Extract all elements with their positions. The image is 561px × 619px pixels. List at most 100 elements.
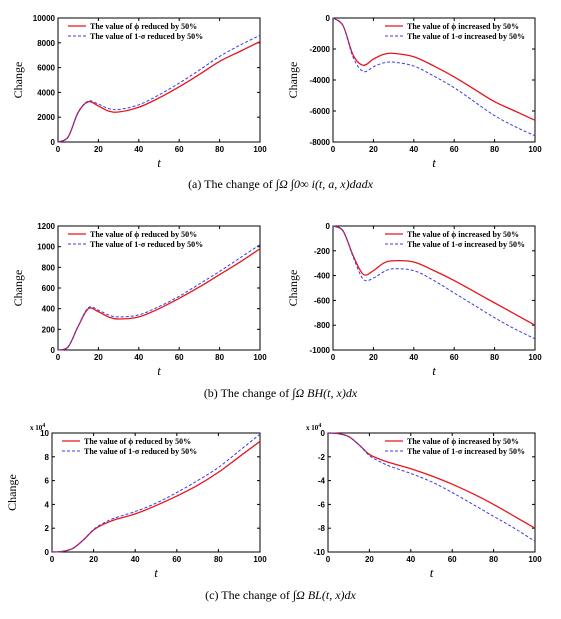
exponent-label: x 104 <box>306 423 321 432</box>
series-line-sigma <box>332 17 536 137</box>
y-axis-label: Change <box>11 270 25 307</box>
y-tick-label: 0 <box>51 346 56 355</box>
x-tick-label: 0 <box>50 555 55 564</box>
chart-c-left: 0 20 40 60 80 100 0 2 4 6 8 10x 104 Change t The value… <box>5 423 267 580</box>
series-line-sigma <box>57 244 261 351</box>
x-axis-label: t <box>157 363 161 378</box>
y-tick-label: 10000 <box>33 14 56 23</box>
y-axis-label: Change <box>11 62 25 99</box>
legend-label: The value of 1-σ reduced by 50% <box>90 240 203 249</box>
plot-frame <box>327 432 536 553</box>
series-line-sigma <box>332 225 536 340</box>
x-tick-label: 80 <box>490 145 499 154</box>
legend-label: The value of ϕ increased by 50% <box>407 22 519 31</box>
x-tick-label: 0 <box>326 555 331 564</box>
x-tick-label: 40 <box>131 555 140 564</box>
y-tick-label: 4 <box>45 500 50 509</box>
x-tick-label: 100 <box>528 353 542 362</box>
x-tick-label: 60 <box>175 145 184 154</box>
y-tick-label: 1000 <box>37 243 55 252</box>
x-tick-label: 80 <box>489 555 498 564</box>
y-tick-label: -2 <box>318 453 326 462</box>
y-tick-label: 6 <box>45 477 50 486</box>
caption-a: (a) The change of ∫Ω ∫0∞ i(t, a, x)dadx <box>0 177 561 192</box>
x-tick-label: 100 <box>253 353 267 362</box>
caption-a-formula: ∫Ω ∫0∞ i(t, a, x)dadx <box>275 177 373 191</box>
y-axis-label: Change <box>286 270 300 307</box>
x-tick-label: 40 <box>409 145 418 154</box>
y-tick-label: 0 <box>45 548 50 557</box>
x-tick-label: 80 <box>214 555 223 564</box>
y-tick-label: 2000 <box>37 113 55 122</box>
caption-b: (b) The change of ∫Ω BH(t, x)dx <box>0 386 561 401</box>
y-tick-label: -4000 <box>310 76 331 85</box>
y-axis-label: Change <box>5 474 19 511</box>
legend-label: The value of 1-σ increased by 50% <box>407 240 525 249</box>
x-tick-label: 60 <box>450 353 459 362</box>
legend-label: The value of 1-σ increased by 50% <box>407 447 525 456</box>
caption-c-prefix: (c) The change of <box>205 588 293 602</box>
x-tick-label: 100 <box>253 145 267 154</box>
series-line-sigma <box>51 433 261 553</box>
y-tick-label: 6000 <box>37 64 55 73</box>
caption-c: (c) The change of ∫Ω BL(t, x)dx <box>0 588 561 603</box>
x-tick-label: 20 <box>369 145 378 154</box>
x-tick-label: 40 <box>406 555 415 564</box>
series-line-phi <box>51 440 261 553</box>
y-tick-label: -2000 <box>310 45 331 54</box>
x-axis-label: t <box>157 155 161 170</box>
caption-b-prefix: (b) The change of <box>203 386 293 400</box>
x-tick-label: 40 <box>134 145 143 154</box>
y-tick-label: -800 <box>314 321 331 330</box>
y-tick-label: 0 <box>321 429 326 438</box>
x-tick-label: 20 <box>94 145 103 154</box>
x-tick-label: 20 <box>365 555 374 564</box>
x-tick-label: 60 <box>172 555 181 564</box>
chart-a-left: 0 20 40 60 80 100 0 2000 4000 6000 8000 10000 Change… <box>11 14 267 170</box>
x-tick-label: 40 <box>134 353 143 362</box>
series-line-phi <box>57 40 261 143</box>
y-tick-label: 8000 <box>37 39 55 48</box>
series-line-phi <box>57 248 261 351</box>
caption-b-formula: ∫Ω BH(t, x)dx <box>292 386 358 400</box>
legend-label: The value of 1-σ reduced by 50% <box>90 32 203 41</box>
x-tick-label: 0 <box>56 145 61 154</box>
x-tick-label: 0 <box>331 145 336 154</box>
series-line-sigma <box>57 34 261 143</box>
chart-b-right: 0 20 40 60 80 100 -1000 -800 -600 -400 -200 0 Change… <box>286 222 542 378</box>
y-tick-label: -600 <box>314 296 331 305</box>
y-tick-label: 1200 <box>37 222 55 231</box>
y-tick-label: 600 <box>42 284 56 293</box>
x-axis-label: t <box>154 565 158 580</box>
y-tick-label: 400 <box>42 305 56 314</box>
exponent-power: 4 <box>318 423 321 429</box>
x-tick-label: 20 <box>94 353 103 362</box>
x-tick-label: 20 <box>89 555 98 564</box>
x-tick-label: 80 <box>490 353 499 362</box>
chart-a-right: 0 20 40 60 80 100 -8000 -6000 -4000 -2000 0 Change t… <box>286 14 542 170</box>
y-tick-label: 0 <box>51 138 56 147</box>
series-line-phi <box>332 225 536 326</box>
y-tick-label: -6000 <box>310 107 331 116</box>
y-tick-label: -10 <box>313 548 325 557</box>
series-line-sigma <box>327 432 536 542</box>
legend-label: The value of ϕ reduced by 50% <box>84 437 191 446</box>
y-tick-label: -8000 <box>310 138 331 147</box>
chart-b-left: 0 20 40 60 80 100020040060080010001200Changet… <box>11 222 267 378</box>
x-tick-label: 0 <box>331 353 336 362</box>
y-tick-label: -400 <box>314 272 331 281</box>
legend-label: The value of ϕ reduced by 50% <box>90 230 197 239</box>
y-tick-label: 0 <box>326 14 331 23</box>
y-tick-label: 200 <box>42 325 56 334</box>
x-tick-label: 0 <box>56 353 61 362</box>
x-axis-label: t <box>432 155 436 170</box>
x-tick-label: 100 <box>253 555 267 564</box>
y-tick-label: 0 <box>326 222 331 231</box>
caption-a-prefix: (a) The change of <box>188 177 276 191</box>
x-tick-label: 60 <box>450 145 459 154</box>
legend-label: The value of 1-σ reduced by 50% <box>84 447 197 456</box>
x-axis-label: t <box>430 565 434 580</box>
exponent-label: x 104 <box>30 423 45 432</box>
